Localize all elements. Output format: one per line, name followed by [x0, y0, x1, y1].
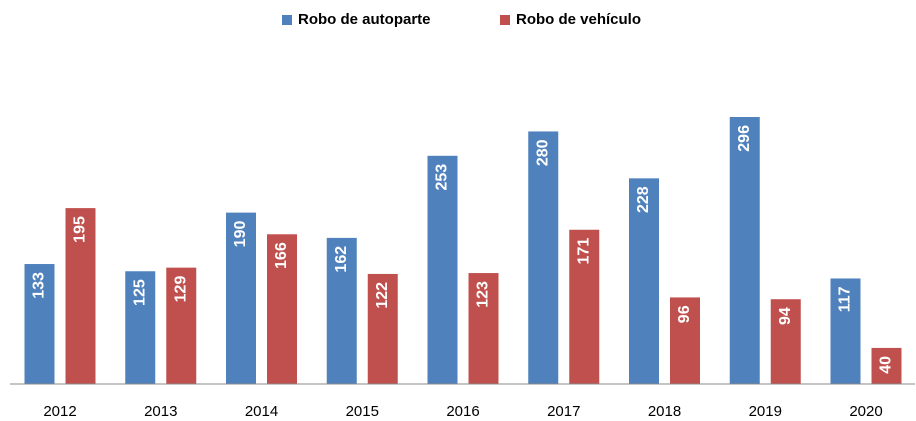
data-label: 123 [475, 281, 492, 308]
data-label: 94 [777, 307, 794, 325]
legend-label: Robo de vehículo [516, 11, 641, 28]
bar [226, 212, 256, 384]
bar [125, 271, 156, 384]
x-tick-label: 2015 [346, 403, 379, 420]
bar [24, 264, 55, 384]
x-tick-label: 2020 [849, 403, 882, 420]
data-label: 253 [434, 164, 451, 191]
data-label: 195 [72, 216, 89, 243]
x-tick-label: 2019 [749, 403, 782, 420]
bar [267, 234, 297, 384]
data-label: 280 [534, 139, 551, 166]
bar [326, 237, 357, 384]
bar [528, 131, 559, 384]
bar [166, 267, 197, 384]
legend-swatch [282, 15, 292, 25]
legend-label: Robo de autoparte [298, 11, 431, 28]
bar [670, 297, 700, 384]
data-label: 96 [676, 305, 693, 323]
data-label: 122 [374, 282, 391, 309]
bar [427, 155, 458, 384]
x-tick-label: 2018 [648, 403, 681, 420]
bar [729, 117, 760, 385]
data-label: 296 [736, 125, 753, 152]
bar [65, 208, 96, 384]
bar [468, 273, 499, 384]
data-label: 40 [878, 356, 895, 374]
data-label: 117 [837, 286, 854, 312]
bar [770, 299, 801, 384]
bar [629, 178, 659, 384]
data-label: 166 [273, 242, 290, 269]
data-label: 190 [232, 221, 249, 248]
x-tick-label: 2012 [43, 403, 76, 420]
bar [367, 273, 398, 384]
data-label: 228 [635, 186, 652, 213]
bar [830, 278, 861, 384]
x-tick-label: 2014 [245, 403, 278, 420]
x-tick-label: 2016 [446, 403, 479, 420]
bar [871, 347, 902, 384]
legend-swatch [500, 15, 510, 25]
data-label: 133 [31, 272, 48, 299]
x-tick-label: 2017 [547, 403, 580, 420]
data-label: 125 [131, 279, 148, 306]
data-label: 171 [575, 238, 592, 265]
x-tick-label: 2013 [144, 403, 177, 420]
data-label: 129 [172, 276, 189, 303]
data-label: 162 [333, 246, 350, 273]
bar [569, 229, 600, 384]
